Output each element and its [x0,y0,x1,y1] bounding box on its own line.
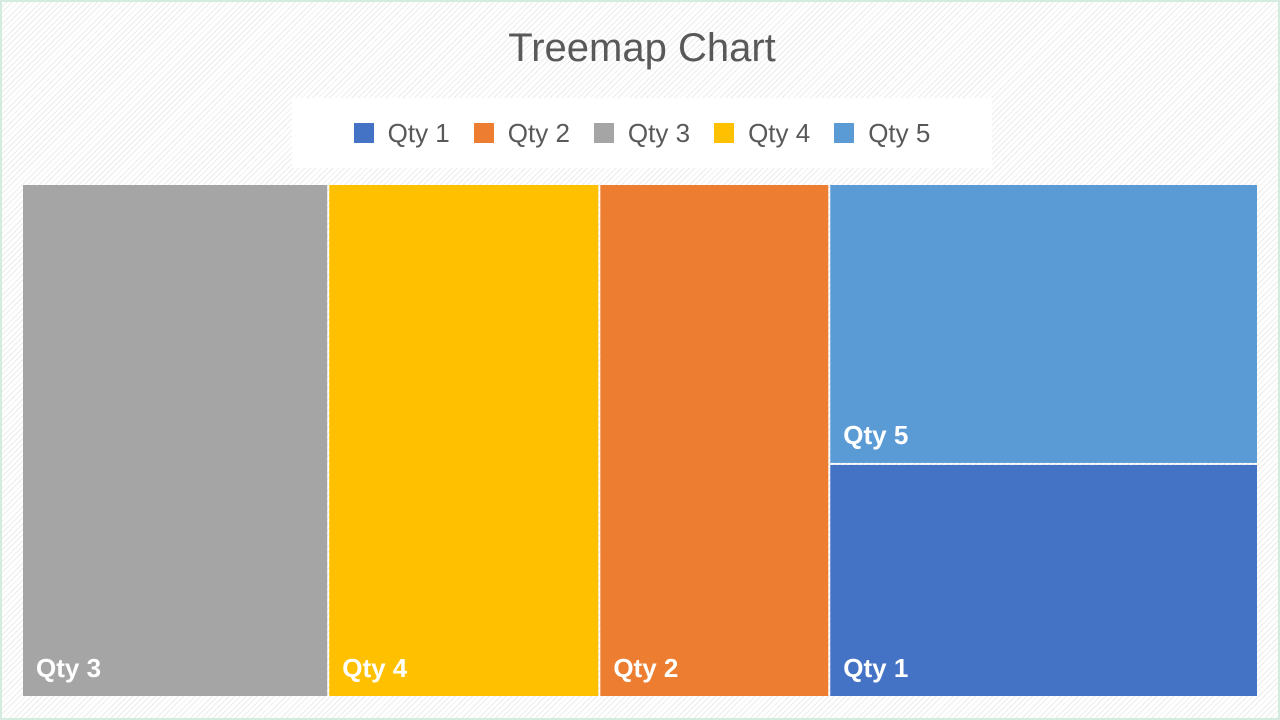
legend-swatch [834,123,855,143]
treemap-label-qty-2: Qty 2 [613,653,678,683]
legend-item-qty-1: Qty 1 [353,117,450,149]
legend-label: Qty 4 [748,117,811,148]
legend-item-qty-5: Qty 5 [834,118,930,149]
legend-label: Qty 3 [627,117,691,148]
treemap-label-qty-4: Qty 4 [342,653,408,683]
treemap-label-qty-5: Qty 5 [843,420,908,450]
legend-label: Qty 1 [387,117,450,148]
treemap-label-qty-3: Qty 3 [36,653,101,683]
treemap-tile-qty-1 [830,464,1257,696]
legend-swatch [714,123,735,143]
legend-swatch [593,123,614,143]
treemap-tile-qty-2 [600,185,829,696]
treemap-tile-qty-5 [830,185,1257,463]
legend-swatch [353,123,374,143]
chart-title: Treemap Chart [508,26,776,70]
legend-swatch [473,123,494,143]
legend-label: Qty 2 [507,117,570,148]
legend-item-qty-4: Qty 4 [714,118,810,149]
treemap-label-qty-1: Qty 1 [843,653,908,683]
treemap-tile-qty-4 [329,185,599,696]
legend: Qty 1 Qty 2 Qty 3 Qty 4 Qty 5 [292,98,992,168]
legend-item-qty-3: Qty 3 [593,117,691,149]
legend-item-qty-2: Qty 2 [473,117,570,149]
treemap-tile-qty-3 [23,185,328,696]
legend-label: Qty 5 [868,117,931,148]
